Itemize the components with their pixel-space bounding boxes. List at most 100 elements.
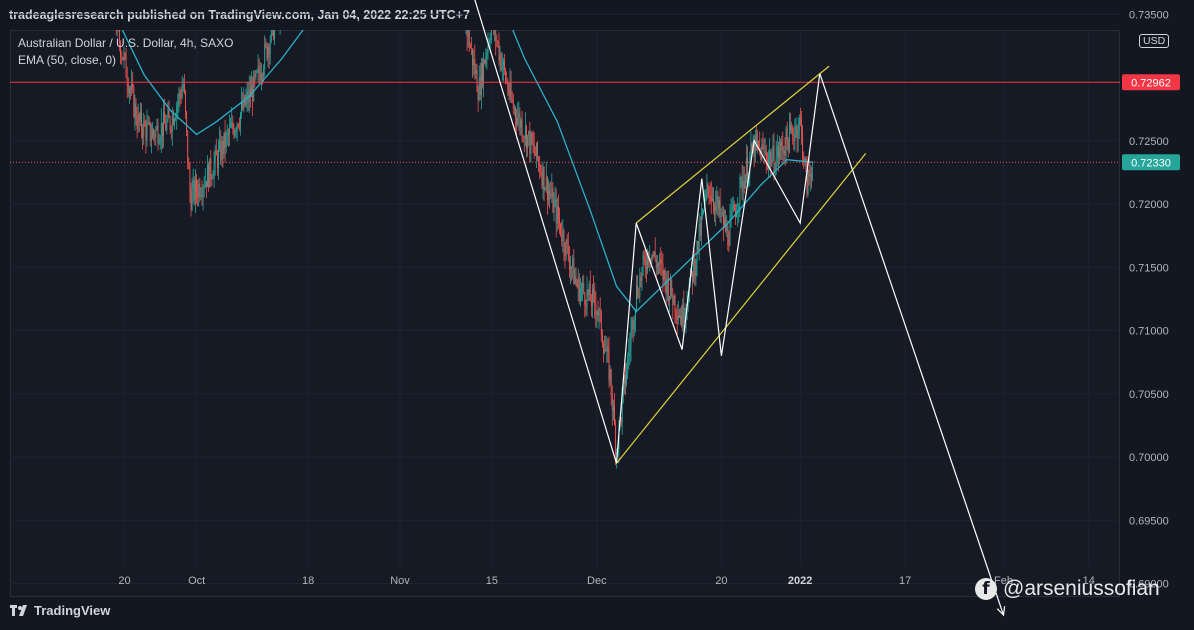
candle-body bbox=[259, 73, 261, 81]
candle-body bbox=[786, 128, 788, 141]
candle-body bbox=[766, 159, 768, 166]
candle-body bbox=[607, 346, 609, 351]
candle-body bbox=[466, 30, 468, 37]
plot-layer bbox=[39, 0, 814, 469]
candle-body bbox=[476, 70, 478, 93]
candle-body bbox=[172, 115, 174, 125]
pattern-zigzag[interactable] bbox=[400, 0, 821, 464]
candles bbox=[95, 0, 813, 469]
candle-body bbox=[197, 191, 199, 198]
wedge-lower-line[interactable] bbox=[616, 153, 867, 464]
y-tick-label: 0.73500 bbox=[1129, 9, 1169, 21]
candle-body bbox=[494, 23, 495, 29]
candle-body bbox=[538, 158, 540, 163]
candle-body bbox=[136, 120, 138, 130]
candle-body bbox=[233, 128, 235, 136]
candle-body bbox=[639, 277, 641, 297]
candle-body bbox=[770, 152, 772, 166]
x-tick-label: 2022 bbox=[788, 575, 812, 587]
tradingview-brand[interactable]: TradingView bbox=[10, 603, 110, 618]
candle-body bbox=[787, 140, 789, 153]
candle-body bbox=[170, 129, 172, 132]
publish-info: tradeaglesresearch published on TradingV… bbox=[9, 8, 470, 22]
candle-body bbox=[265, 43, 267, 45]
candle-body bbox=[553, 201, 555, 213]
candle-body bbox=[161, 122, 163, 137]
candle-body bbox=[644, 259, 646, 268]
candle-body bbox=[761, 145, 763, 161]
candle-body bbox=[237, 123, 239, 127]
candle-body bbox=[469, 47, 471, 48]
candle-body bbox=[665, 278, 667, 295]
candle-body bbox=[545, 176, 547, 189]
wedge-upper-line[interactable] bbox=[635, 65, 830, 224]
x-tick-label: 20 bbox=[118, 575, 130, 587]
candle-body bbox=[680, 316, 681, 318]
candle-body bbox=[795, 126, 797, 133]
candle-body bbox=[757, 141, 758, 143]
candle-body bbox=[615, 424, 617, 455]
candle-body bbox=[488, 42, 490, 44]
candle-body bbox=[149, 122, 151, 142]
candle-body bbox=[95, 0, 96, 5]
candle-body bbox=[121, 56, 123, 58]
candle-body bbox=[218, 148, 219, 168]
candle-body bbox=[186, 111, 188, 131]
candle-body bbox=[637, 285, 639, 296]
candle-body bbox=[760, 147, 762, 161]
candle-body bbox=[687, 301, 689, 306]
currency-button[interactable]: USD bbox=[1139, 34, 1170, 48]
candle-body bbox=[270, 30, 272, 42]
candle-body bbox=[504, 60, 505, 70]
candle-body bbox=[137, 114, 139, 130]
candle-body bbox=[595, 304, 597, 315]
candle-body bbox=[467, 30, 469, 37]
candle-body bbox=[584, 293, 586, 306]
candle-body bbox=[721, 211, 723, 214]
candle-body bbox=[727, 225, 729, 246]
candle-body bbox=[133, 87, 135, 117]
x-tick-label: 15 bbox=[486, 575, 498, 587]
candle-body bbox=[516, 117, 518, 125]
candle-body bbox=[802, 130, 804, 158]
candle-body bbox=[211, 177, 213, 179]
candle-body bbox=[492, 14, 493, 23]
candle-body bbox=[155, 129, 157, 138]
y-tick-label: 0.70000 bbox=[1129, 452, 1169, 464]
candle-body bbox=[605, 349, 607, 352]
candle-body bbox=[515, 108, 516, 118]
candle-body bbox=[609, 369, 611, 381]
candle-body bbox=[468, 30, 470, 48]
ema50-line[interactable] bbox=[39, 0, 814, 313]
candle-body bbox=[567, 244, 569, 258]
candle-body bbox=[176, 105, 178, 118]
tradingview-logo-icon bbox=[10, 604, 27, 616]
candle-body bbox=[235, 130, 237, 132]
projection-arrow-line[interactable] bbox=[819, 73, 1005, 616]
candle-body bbox=[676, 314, 678, 320]
candle-body bbox=[749, 156, 751, 175]
candle-body bbox=[652, 254, 654, 256]
candle-body bbox=[191, 189, 193, 210]
candle-body bbox=[498, 42, 500, 61]
candle-body bbox=[739, 177, 741, 204]
chart-area[interactable] bbox=[10, 30, 1120, 597]
candle-body bbox=[695, 264, 697, 277]
candle-body bbox=[264, 43, 266, 69]
candle-body bbox=[222, 140, 224, 155]
candle-body bbox=[517, 117, 519, 125]
candle-body bbox=[733, 204, 735, 211]
candle-body bbox=[577, 278, 579, 288]
candle-body bbox=[131, 84, 133, 91]
candle-body bbox=[174, 119, 175, 125]
candle-body bbox=[180, 94, 182, 98]
candle-body bbox=[213, 162, 215, 178]
x-tick-label: Nov bbox=[390, 575, 410, 587]
ema-indicator-label[interactable]: EMA (50, close, 0) bbox=[18, 53, 117, 67]
candle-body bbox=[568, 257, 570, 270]
candle-body bbox=[114, 0, 115, 3]
candle-body bbox=[242, 101, 244, 109]
candle-body bbox=[754, 134, 756, 158]
candle-body bbox=[220, 140, 222, 161]
